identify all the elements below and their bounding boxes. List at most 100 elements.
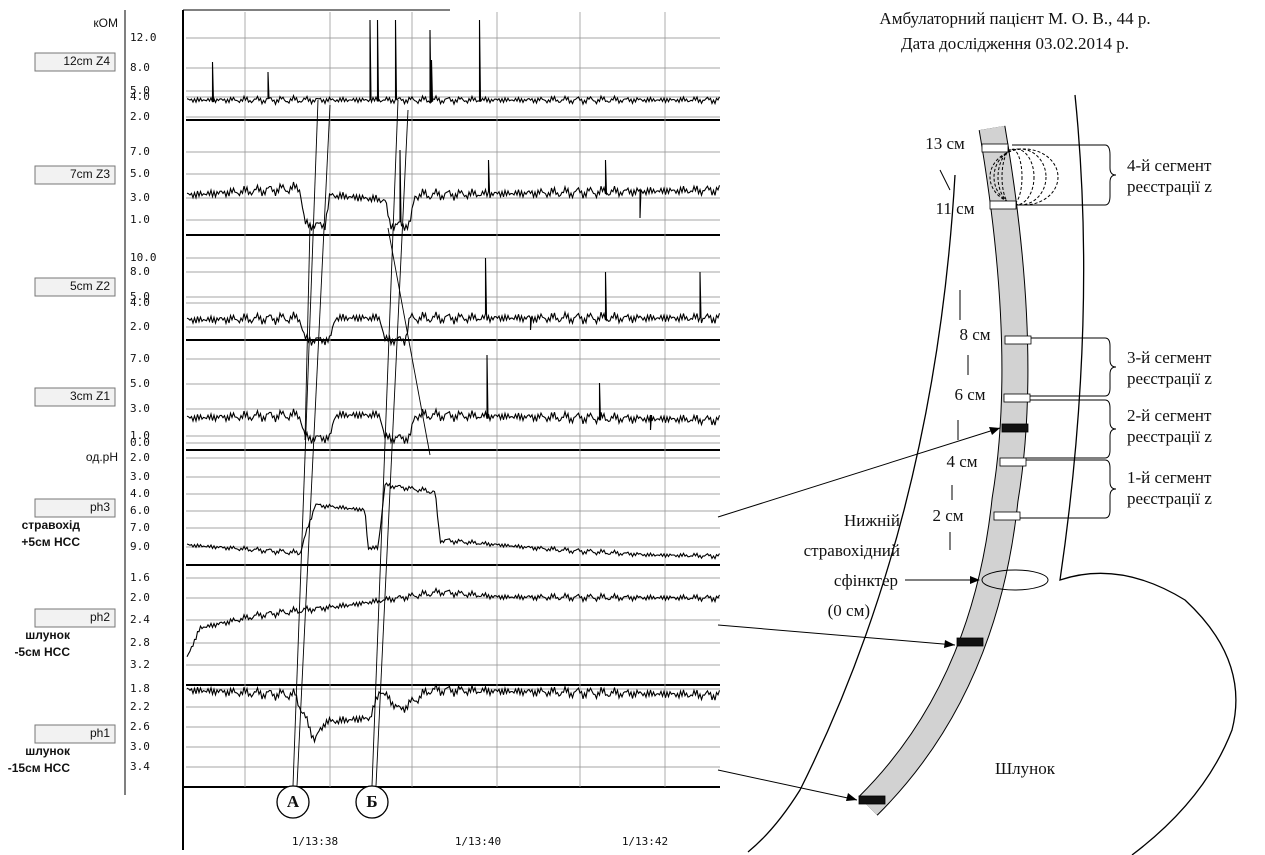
channel-name: 5cm Z2: [70, 279, 110, 293]
channel-button: [34, 608, 116, 628]
catheter-band: [989, 200, 1017, 210]
tick-label: 9.0: [130, 540, 150, 553]
time-label: 1/13:38: [292, 835, 338, 848]
marker-label: Б: [366, 792, 377, 811]
cm-label: 13 см: [925, 134, 965, 153]
catheter-band: [993, 511, 1021, 521]
trace: [186, 19, 720, 107]
tick-label: 3.0: [130, 740, 150, 753]
segment-label: реєстрації z: [1127, 369, 1212, 388]
channel-button: [34, 724, 116, 744]
tick-label: 2.0: [130, 451, 150, 464]
catheter-band: [1004, 335, 1032, 345]
tick-label: 4.0: [130, 296, 150, 309]
channel-button: [34, 52, 116, 72]
channel-location: шлунок: [25, 628, 71, 642]
marker-label: А: [287, 792, 300, 811]
channel-button: [34, 165, 116, 185]
segment-label: 4-й сегмент: [1127, 156, 1212, 175]
bolus-line: [371, 99, 399, 787]
tick-label: 6.0: [130, 504, 150, 517]
segment-label: 1-й сегмент: [1127, 468, 1212, 487]
tick-label: 1.8: [130, 682, 150, 695]
catheter-band: [858, 795, 886, 805]
sphincter: [981, 569, 1049, 591]
tick-label: 5.0: [130, 84, 150, 97]
segment-label: реєстрації z: [1127, 177, 1212, 196]
segment-label: реєстрації z: [1127, 489, 1212, 508]
catheter: [859, 125, 1028, 815]
tick-label: 1.0: [130, 429, 150, 442]
channel-name: ph1: [90, 726, 110, 740]
tick-label: 1.0: [130, 213, 150, 226]
tick-label: 7.0: [130, 352, 150, 365]
bolus-line: [304, 224, 311, 441]
trace: [186, 354, 721, 445]
time-label: 1/13:42: [622, 835, 668, 848]
tick-label: 7.0: [130, 145, 150, 158]
tick-label: 2.4: [130, 613, 150, 626]
sphincter-label: (0 см): [828, 601, 870, 620]
sphincter-label: стравохідний: [804, 541, 900, 560]
wall: [747, 174, 956, 853]
channel-location: шлунок: [25, 744, 71, 758]
tick-label: 3.0: [130, 191, 150, 204]
catheter-band: [956, 637, 984, 647]
trace: [186, 482, 720, 560]
bolus-line: [375, 109, 409, 787]
unit-label: од.pH: [86, 450, 118, 464]
tick-label: 10.0: [130, 251, 157, 264]
cm-label: 6 см: [954, 385, 985, 404]
trace: [186, 257, 721, 347]
wall: [1059, 94, 1237, 855]
time-label: 1/13:40: [455, 835, 501, 848]
trace: [186, 586, 720, 657]
sphincter-label: сфінктер: [834, 571, 898, 590]
arrowhead: [846, 427, 1000, 801]
diagram: Амбулаторний пацієнт М. О. В., 44 р. Дат…: [717, 9, 1237, 855]
tick-label: 3.0: [130, 470, 150, 483]
channel-location: -5см НСС: [14, 645, 70, 659]
segment-label: реєстрації z: [1127, 427, 1212, 446]
tick-label: 3.4: [130, 760, 150, 773]
bolus-line: [387, 227, 431, 456]
tick-label: 12.0: [130, 31, 157, 44]
channel-name: 12cm Z4: [63, 54, 110, 68]
arrow: [717, 427, 1001, 801]
channel-button: [34, 277, 116, 297]
unit-label: кОМ: [93, 16, 118, 30]
segment-label: 3-й сегмент: [1127, 348, 1212, 367]
channel-button: [34, 387, 116, 407]
tick-label: 2.2: [130, 700, 150, 713]
channel-name: 7cm Z3: [70, 167, 110, 181]
tick-label: 5.0: [130, 167, 150, 180]
catheter-band: [999, 457, 1027, 467]
tick-label: 2.0: [130, 320, 150, 333]
tick-label: 5.0: [130, 377, 150, 390]
title: Амбулаторний пацієнт М. О. В., 44 р.: [879, 9, 1150, 28]
trace: [186, 149, 721, 232]
channel-button: [34, 498, 116, 518]
channel-name: ph3: [90, 500, 110, 514]
tick-label: 2.0: [130, 591, 150, 604]
tick-label: 5.0: [130, 290, 150, 303]
tick-label: 1.6: [130, 571, 150, 584]
cm-label: 4 см: [946, 452, 977, 471]
channel-location: стравохід: [22, 518, 81, 532]
cm-label: 8 см: [959, 325, 990, 344]
tick-label: 4.0: [130, 90, 150, 103]
catheter-band: [981, 143, 1009, 153]
tick-label: 0.0: [130, 436, 150, 449]
segment-label: 2-й сегмент: [1127, 406, 1212, 425]
bracket: [939, 144, 1117, 550]
tick-label: 4.0: [130, 487, 150, 500]
tick-label: 7.0: [130, 521, 150, 534]
channel-location: +5см НСС: [21, 535, 80, 549]
tick-label: 8.0: [130, 265, 150, 278]
tick-label: 3.2: [130, 658, 150, 671]
tick-label: 2.0: [130, 110, 150, 123]
tick-label: 2.8: [130, 636, 150, 649]
